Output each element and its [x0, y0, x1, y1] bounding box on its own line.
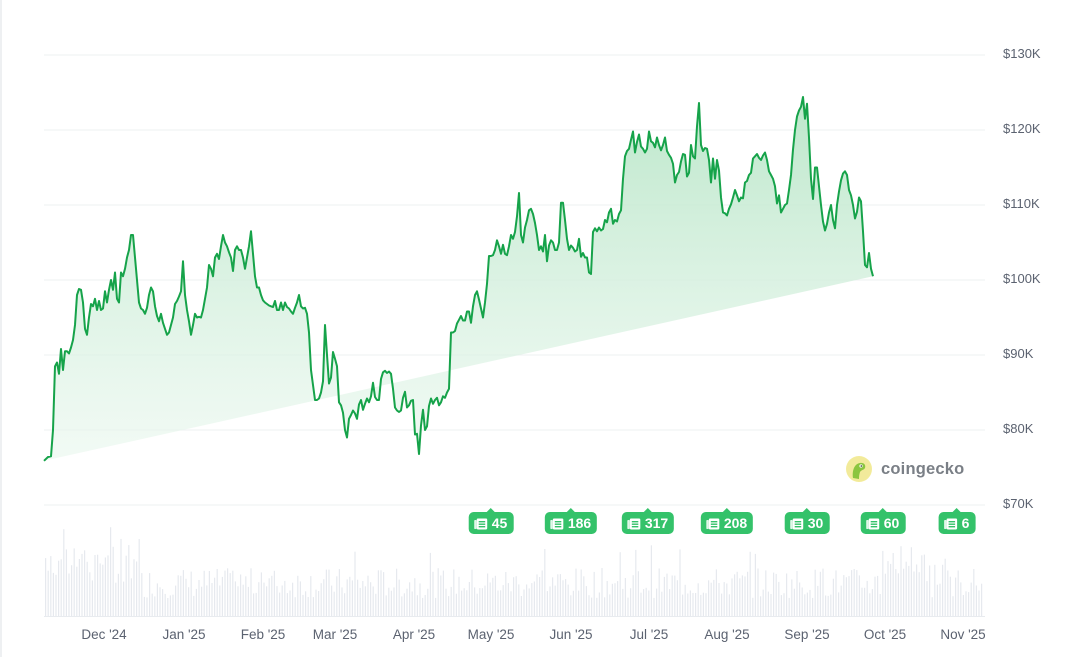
news-badge[interactable]: 45	[468, 508, 514, 534]
x-tick-label: Jul '25	[629, 627, 669, 642]
news-badge[interactable]: 6	[938, 508, 976, 534]
y-tick-label: $70K	[1003, 496, 1034, 511]
newspaper-icon	[550, 517, 564, 530]
x-tick-label: Apr '25	[392, 627, 436, 642]
news-badge[interactable]: 186	[544, 508, 598, 534]
news-count: 317	[644, 515, 669, 531]
newspaper-icon	[790, 517, 804, 530]
news-count: 186	[567, 515, 592, 531]
brand-name: coingecko	[881, 459, 965, 478]
gecko-icon	[846, 456, 872, 482]
newspaper-icon	[866, 517, 880, 530]
volume-bars	[45, 527, 983, 616]
price-line[interactable]	[43, 96, 874, 462]
news-count: 6	[961, 515, 970, 531]
newspaper-icon	[944, 517, 958, 530]
news-count: 45	[491, 515, 508, 531]
y-tick-label: $80K	[1003, 421, 1034, 436]
news-count: 30	[807, 515, 824, 531]
y-tick-label: $100K	[1003, 271, 1041, 286]
y-tick-label: $110K	[1003, 196, 1040, 211]
x-tick-label: Feb '25	[240, 627, 286, 642]
newspaper-icon	[706, 517, 720, 530]
news-badge[interactable]: 60	[860, 508, 906, 534]
newspaper-icon	[474, 517, 488, 530]
news-count: 208	[723, 515, 748, 531]
y-tick-label: $130K	[1003, 46, 1041, 61]
x-tick-label: Dec '24	[81, 627, 127, 642]
news-badge[interactable]: 317	[621, 508, 675, 534]
x-tick-label: May '25	[467, 627, 515, 642]
y-tick-label: $90K	[1003, 346, 1034, 361]
x-tick-label: Aug '25	[704, 627, 750, 642]
news-count: 60	[883, 515, 900, 531]
x-tick-label: Nov '25	[940, 627, 986, 642]
x-tick-label: Jun '25	[549, 627, 593, 642]
price-area	[44, 97, 873, 461]
x-tick-label: Oct '25	[863, 627, 907, 642]
coingecko-logo: coingecko	[846, 456, 964, 482]
y-tick-label: $120K	[1003, 121, 1041, 136]
x-tick-label: Jan '25	[162, 627, 206, 642]
news-badge[interactable]: 208	[700, 508, 754, 534]
x-tick-label: Sep '25	[784, 627, 830, 642]
newspaper-icon	[627, 517, 641, 530]
x-tick-label: Mar '25	[312, 627, 358, 642]
news-badge[interactable]: 30	[784, 508, 830, 534]
